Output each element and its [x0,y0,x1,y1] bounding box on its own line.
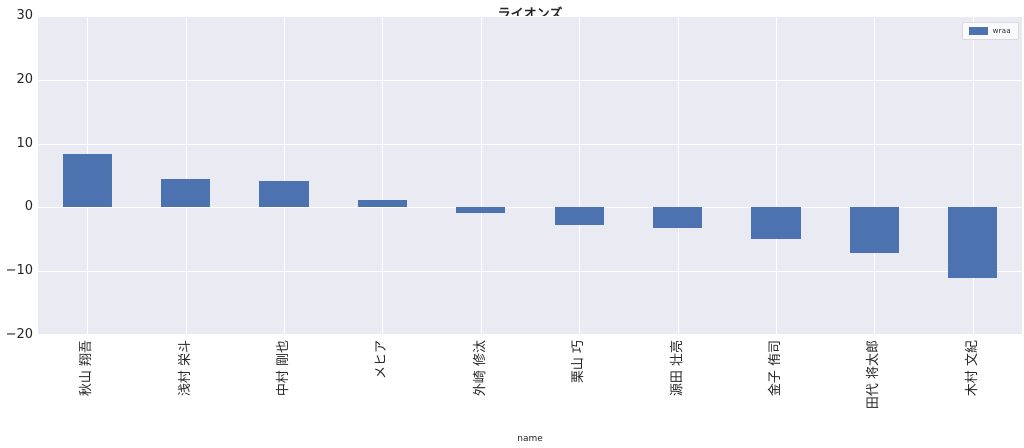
bar [62,154,112,208]
gridline-h [38,143,1022,145]
gridline-v [677,16,679,335]
gridline-v [776,16,777,335]
x-tick-label: 秋山 翔吾 [79,340,95,397]
gridline-h [38,16,1022,17]
x-tick-label: メヒア [374,340,390,380]
x-tick-label: 木村 文紀 [964,340,980,397]
legend: wraa [961,22,1019,40]
gridline-h [38,207,1022,209]
legend-swatch-icon [968,27,988,35]
bar [554,207,604,226]
gridline-v [874,16,876,335]
y-tick-label: −10 [5,263,33,279]
gridline-v [480,16,482,335]
gridline-v [185,16,187,335]
x-tick-label: 浅村 栄斗 [177,340,193,397]
bar [653,207,703,229]
x-tick-label: 金子 侑司 [768,340,783,397]
bar [357,199,407,208]
x-tick-label: 田代 将太郎 [866,340,882,410]
x-tick-label: 中村 剛也 [276,340,291,397]
bar [948,207,998,278]
bar [849,207,899,253]
bar [161,179,211,208]
gridline-v [972,16,974,335]
gridline-h [38,271,1022,273]
gridline-v [579,16,581,335]
y-tick-label: 0 [24,199,33,215]
plot-area: wraa [38,16,1022,335]
x-tick-label: 栗山 巧 [571,340,587,384]
y-tick-label: −20 [5,327,33,342]
gridline-h [38,334,1022,335]
legend-label: wraa [992,27,1011,35]
y-tick-label: 10 [16,135,33,151]
bar [259,181,309,208]
x-tick-label: 源田 壮亮 [669,340,685,397]
x-axis-label: name [517,434,543,444]
gridline-v [382,16,384,335]
bar [456,207,506,214]
gridline-v [284,16,285,335]
bar [751,207,801,240]
y-tick-label: 30 [16,8,33,23]
x-tick-label: 外崎 修汰 [472,340,488,397]
y-tick-label: 20 [16,71,33,87]
gridline-h [38,79,1022,81]
